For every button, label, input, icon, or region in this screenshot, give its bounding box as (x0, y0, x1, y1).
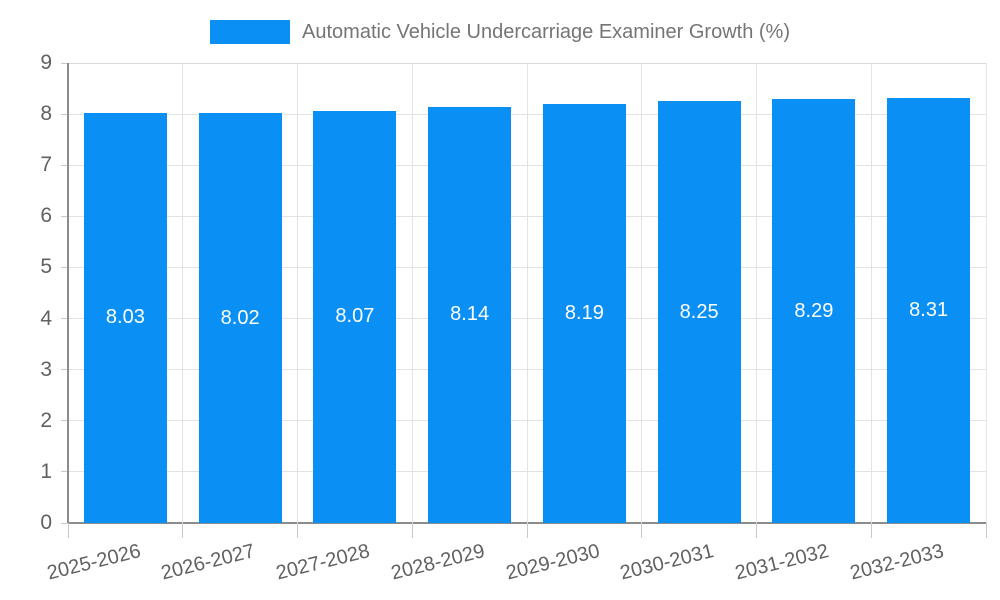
bar-value-label: 8.14 (450, 303, 490, 326)
y-tick-label: 3 (40, 357, 52, 381)
x-tick-mark (411, 523, 413, 538)
x-tick-mark (182, 523, 184, 538)
y-tick-label: 6 (40, 204, 52, 228)
x-tick-label: 2027-2028 (274, 540, 373, 585)
x-tick-mark (641, 523, 643, 538)
bar-value-label: 8.07 (335, 305, 375, 328)
x-tick-label: 2025-2026 (44, 540, 143, 585)
y-tick-mark (61, 164, 68, 166)
y-tick-label: 9 (40, 51, 52, 74)
x-tick-label: 2028-2029 (388, 540, 487, 585)
x-tick-label: 2032-2033 (847, 540, 946, 585)
y-tick-mark (61, 471, 68, 473)
v-gridline (526, 63, 528, 523)
bar-value-label: 8.02 (220, 306, 260, 329)
y-tick-mark (61, 215, 68, 217)
bar-2032-2033[interactable]: 8.31 (887, 98, 971, 523)
chart-legend[interactable]: Automatic Vehicle Undercarriage Examiner… (0, 14, 1000, 50)
bar-2027-2028[interactable]: 8.07 (313, 110, 397, 523)
v-gridline (870, 63, 872, 523)
y-tick-mark (61, 420, 68, 422)
y-tick-label: 7 (40, 153, 52, 177)
y-tick-label: 4 (40, 306, 52, 330)
bar-2029-2030[interactable]: 8.19 (542, 104, 626, 523)
y-tick-mark (61, 266, 68, 268)
bar-2025-2026[interactable]: 8.03 (83, 112, 167, 523)
x-tick-mark (297, 523, 298, 538)
y-tick-mark (61, 62, 68, 64)
y-tick-mark (61, 318, 68, 320)
x-tick-mark (870, 523, 872, 538)
y-tick-label: 5 (40, 255, 52, 279)
bar-value-label: 8.25 (679, 300, 719, 323)
x-tick-label: 2030-2031 (618, 540, 717, 585)
v-gridline (641, 63, 643, 523)
bar-2030-2031[interactable]: 8.25 (657, 101, 741, 523)
legend-swatch (210, 20, 291, 44)
x-tick-mark (526, 523, 528, 538)
y-tick-mark (61, 113, 68, 115)
x-tick-label: 2031-2032 (733, 540, 832, 585)
y-tick-mark (61, 369, 68, 371)
bar-2031-2032[interactable]: 8.29 (772, 99, 856, 523)
x-tick-mark (67, 523, 69, 538)
chart-title: Automatic Vehicle Undercarriage Examiner… (302, 20, 790, 43)
h-gridline (68, 62, 986, 64)
bar-2026-2027[interactable]: 8.02 (198, 113, 282, 523)
x-tick-mark (985, 523, 987, 538)
bar-value-label: 8.29 (794, 299, 834, 322)
y-tick-label: 1 (40, 459, 52, 483)
bar-value-label: 8.19 (564, 302, 604, 325)
v-gridline (297, 63, 298, 523)
x-tick-label: 2029-2030 (503, 540, 602, 585)
y-tick-label: 0 (40, 511, 52, 534)
y-axis-line (67, 63, 69, 523)
x-tick-label: 2026-2027 (159, 540, 258, 585)
v-gridline (756, 63, 757, 523)
v-gridline (985, 63, 987, 523)
x-tick-mark (756, 523, 757, 538)
v-gridline (182, 63, 184, 523)
v-gridline (411, 63, 413, 523)
y-tick-label: 8 (40, 102, 52, 126)
y-tick-mark (61, 522, 68, 524)
bar-value-label: 8.03 (105, 306, 145, 329)
bar-value-label: 8.31 (909, 299, 949, 322)
y-tick-label: 2 (40, 408, 52, 432)
bar-2028-2029[interactable]: 8.14 (428, 106, 512, 523)
